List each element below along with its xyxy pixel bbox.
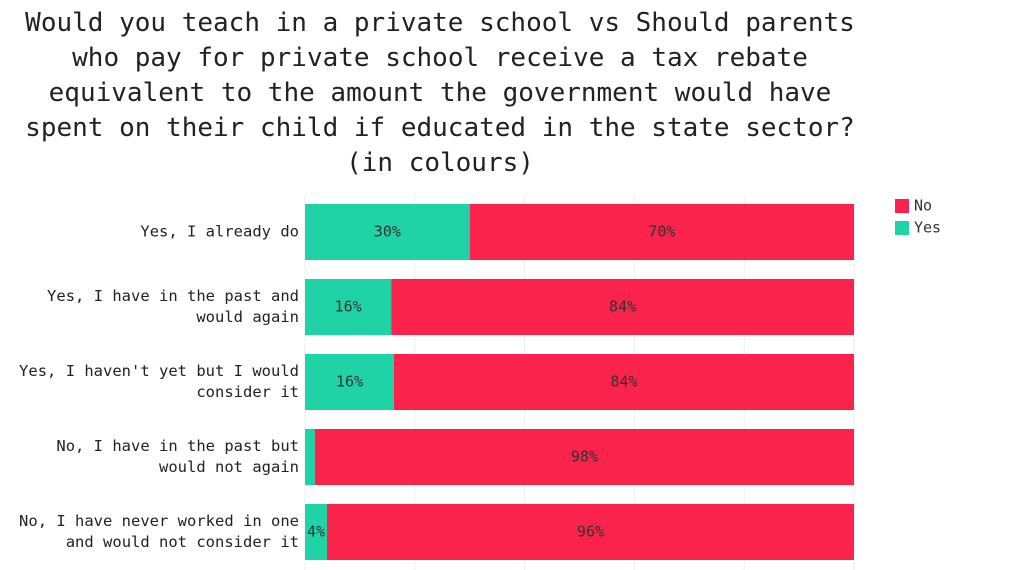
y-tick-label: No, I have in the past but would not aga…	[56, 437, 299, 476]
bar-segment	[326, 504, 855, 560]
data-label: 16%	[336, 373, 363, 391]
bar-segment	[469, 204, 854, 260]
bar-segment	[314, 429, 855, 485]
data-label: 96%	[577, 523, 604, 541]
bar-segment	[305, 354, 394, 410]
y-tick-label: Yes, I haven't yet but I would consider …	[19, 362, 299, 401]
data-label: 84%	[610, 373, 637, 391]
y-tick-label: Yes, I already do	[140, 222, 299, 241]
legend-swatch	[895, 199, 909, 213]
chart-title: Would you teach in a private school vs S…	[25, 8, 855, 178]
bar-segment	[391, 279, 854, 335]
legend-label: No	[914, 197, 932, 215]
bar-segment	[305, 279, 392, 335]
bar-segment	[305, 504, 327, 560]
y-tick-label: Yes, I have in the past and would again	[47, 287, 299, 326]
bar-segment	[305, 429, 315, 485]
data-label: 4%	[307, 523, 325, 541]
data-label: 84%	[609, 298, 636, 316]
data-label: 70%	[648, 223, 675, 241]
data-label: 16%	[335, 298, 362, 316]
legend-swatch	[895, 221, 909, 235]
data-label: 30%	[374, 223, 401, 241]
data-label: 98%	[571, 448, 598, 466]
bar-segment	[305, 204, 470, 260]
bar-segment	[393, 354, 854, 410]
legend-label: Yes	[914, 219, 941, 237]
y-tick-label: No, I have never worked in one and would…	[19, 512, 299, 551]
